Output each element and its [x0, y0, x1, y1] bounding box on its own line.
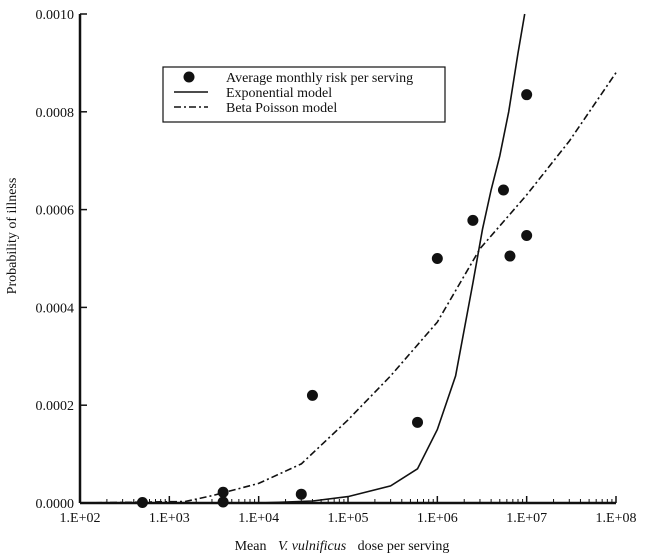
x-tick-label: 1.E+07	[506, 511, 547, 526]
series-lines	[80, 13, 617, 503]
y-axis-title: Probability of illness	[5, 178, 20, 295]
x-tick-label: 1.E+05	[328, 511, 369, 526]
x-axis-title: Mean V. vulnificus dose per serving	[235, 539, 450, 554]
legend-marker-points	[183, 71, 195, 83]
y-tick-label: 0.0000	[36, 497, 75, 512]
legend-box	[162, 66, 446, 123]
series-points	[136, 89, 533, 509]
y-tick-label: 0.0010	[36, 8, 75, 23]
x-axis-title-prefix: Mean	[235, 539, 267, 554]
x-tick-label: 1.E+02	[60, 511, 101, 526]
plot-area: 0.0000 0.0002 0.0004 0.0006 0.0008 0.0010 1.E+…	[36, 8, 637, 526]
x-tick-label: 1.E+08	[596, 511, 637, 526]
legend-label-beta-poisson: Beta Poisson model	[226, 101, 337, 116]
data-point	[412, 416, 424, 428]
data-point	[306, 389, 318, 401]
legend: Average monthly risk per serving Exponen…	[162, 66, 446, 123]
exponential-model-line	[80, 13, 526, 503]
legend-label-exponential: Exponential model	[226, 86, 332, 101]
y-tick-label: 0.0006	[36, 204, 75, 219]
beta-poisson-model-line	[80, 72, 617, 503]
data-point	[295, 488, 307, 500]
x-tick-label: 1.E+03	[149, 511, 190, 526]
x-tick-label: 1.E+04	[238, 511, 279, 526]
legend-label-points: Average monthly risk per serving	[226, 71, 413, 86]
data-point	[521, 89, 533, 101]
x-tick-label: 1.E+06	[417, 511, 458, 526]
data-point	[497, 184, 509, 196]
data-point	[504, 250, 516, 262]
ticks-group: 0.0000 0.0002 0.0004 0.0006 0.0008 0.0010 1.E+…	[36, 8, 637, 526]
y-tick-label: 0.0008	[36, 106, 75, 121]
data-point	[521, 230, 533, 242]
data-point	[217, 486, 229, 498]
x-axis-title-species: V. vulnificus	[278, 539, 347, 554]
data-point	[217, 496, 229, 508]
data-point	[136, 497, 148, 509]
data-point	[467, 214, 479, 226]
y-tick-label: 0.0004	[36, 301, 75, 316]
x-axis-title-suffix: dose per serving	[358, 539, 450, 554]
data-point	[431, 253, 443, 264]
y-tick-label: 0.0002	[36, 399, 75, 414]
